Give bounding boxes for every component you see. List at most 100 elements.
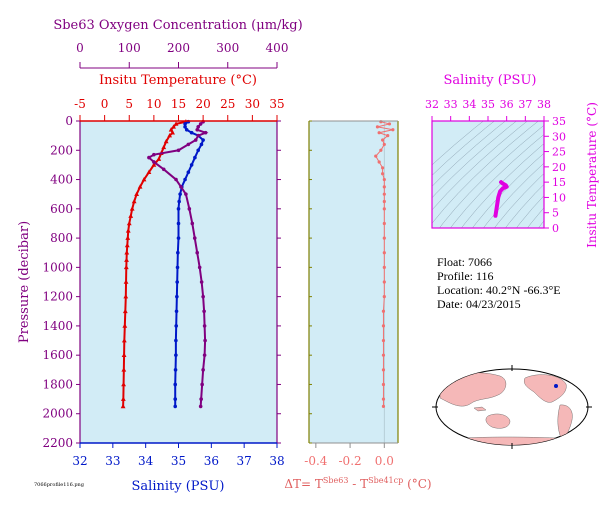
salinity-point — [176, 207, 181, 211]
ts-isopycnal — [527, 207, 544, 228]
ts-point — [498, 189, 502, 193]
delta-t-point — [382, 251, 386, 255]
temperature-point — [122, 323, 128, 328]
delta-t-point — [381, 368, 386, 372]
oxygen-point — [197, 265, 202, 270]
salinity-tick-label: 34 — [138, 454, 154, 468]
delta-t-point — [379, 148, 383, 152]
ts-temperature-tick-label: 25 — [552, 146, 566, 159]
temperature-point — [161, 144, 167, 150]
main-profile-panel: 0200400600800100012001400160018002000220… — [17, 18, 303, 494]
oxygen-point — [201, 294, 205, 299]
ts-salinity-tick-label: 32 — [425, 98, 439, 111]
oxygen-point — [186, 142, 191, 147]
temperature-point — [121, 352, 127, 357]
salinity-point — [173, 382, 178, 387]
salinity-tick-label: 33 — [105, 454, 120, 468]
float-location-marker — [554, 384, 558, 388]
oxygen-point — [199, 280, 204, 284]
pressure-tick-label: 800 — [50, 231, 73, 245]
ts-temperature-tick-label: 20 — [552, 161, 566, 174]
ts-point — [494, 208, 498, 212]
ts-isopycnal — [432, 121, 517, 199]
salinity-point — [177, 199, 181, 204]
temperature-point — [123, 279, 129, 284]
temperature-point — [120, 396, 126, 401]
delta-t-point — [381, 404, 386, 409]
oxygen-tick-label: 400 — [266, 41, 289, 55]
delta-t-point — [382, 185, 386, 189]
salinity-axis-title: Salinity (PSU) — [132, 479, 225, 494]
oxygen-point — [192, 236, 197, 240]
profile-number: Profile: 116 — [437, 269, 494, 283]
salinity-point — [184, 127, 189, 132]
delta-t-axis-ticks: -0.4 -0.2 0.0 — [304, 120, 394, 468]
oxygen-point — [174, 177, 178, 182]
delta-t-point — [386, 134, 390, 138]
delta-t-point — [380, 138, 385, 142]
oxygen-point — [184, 192, 188, 196]
temperature-point — [141, 176, 147, 182]
oxygen-axis-title: Sbe63 Oxygen Concentration (μm/kg) — [53, 18, 302, 33]
delta-t-point — [382, 199, 386, 204]
delta-t-tick-label: 0.0 — [375, 454, 394, 468]
ts-isopycnal — [439, 124, 544, 228]
salinity-point — [189, 163, 194, 167]
delta-t-point — [382, 177, 386, 182]
ts-temperature-tick-label: 5 — [552, 207, 559, 220]
delta-t-point — [381, 397, 386, 401]
temperature-tick-label: -5 — [74, 97, 86, 111]
oxygen-point — [152, 152, 156, 157]
salinity-tick-label: 36 — [204, 454, 219, 468]
salinity-point — [183, 177, 187, 182]
salinity-tick-label: 37 — [237, 454, 252, 468]
temperature-point — [129, 206, 135, 211]
oxygen-point — [201, 368, 205, 372]
ts-isopycnal — [432, 121, 495, 176]
temperature-point — [134, 191, 140, 196]
oxygen-point — [161, 167, 166, 172]
temperature-point — [125, 235, 131, 240]
oxygen-point — [200, 382, 204, 387]
delta-t-point — [382, 280, 386, 284]
temperature-point — [156, 156, 162, 161]
ts-plot-area — [493, 180, 509, 218]
delta-t-point — [381, 382, 386, 387]
oxygen-tick-label: 200 — [167, 41, 190, 55]
temperature-axis-title: Insitu Temperature (°C) — [99, 73, 257, 88]
ts-temperature-axis-title: Insitu Temperature (°C) — [585, 102, 599, 248]
delta-t-point — [377, 131, 381, 135]
ts-temperature-tick-label: 30 — [552, 130, 566, 143]
salinity-point — [173, 404, 178, 409]
pressure-tick-label: 2200 — [42, 436, 73, 450]
oxygen-point — [203, 130, 208, 135]
oxygen-point — [203, 338, 207, 343]
temperature-tick-label: 10 — [146, 97, 161, 111]
temperature-point — [163, 138, 169, 144]
temperature-point — [124, 242, 130, 248]
delta-t-point — [382, 265, 386, 269]
temperature-tick-label: 5 — [125, 97, 133, 111]
ts-temperature-tick-label: 0 — [552, 222, 559, 235]
delta-t-tick-label: -0.4 — [304, 454, 328, 468]
salinity-point — [176, 236, 181, 240]
salinity-point — [175, 265, 180, 270]
temperature-tick-label: 35 — [269, 97, 284, 111]
main-plot-area — [120, 119, 209, 409]
float-location: Location: 40.2°N -66.3°E — [437, 283, 561, 297]
temperature-point — [173, 121, 179, 126]
map-north-america — [524, 374, 567, 403]
ts-isopycnal — [432, 121, 528, 211]
oxygen-point — [202, 353, 207, 357]
ts-salinity-tick-label: 37 — [518, 98, 532, 111]
salinity-point — [178, 192, 182, 196]
temperature-point — [123, 264, 129, 270]
pressure-tick-label: 1600 — [42, 348, 73, 362]
ts-point — [496, 195, 500, 199]
main-axis-ticks: 0200400600800100012001400160018002000220… — [42, 41, 288, 468]
salinity-tick-label: 35 — [171, 454, 186, 468]
salinity-point — [196, 148, 200, 153]
ts-salinity-tick-label: 34 — [462, 98, 476, 111]
ts-temperature-tick-label: 10 — [552, 191, 566, 204]
ts-point — [493, 214, 497, 218]
